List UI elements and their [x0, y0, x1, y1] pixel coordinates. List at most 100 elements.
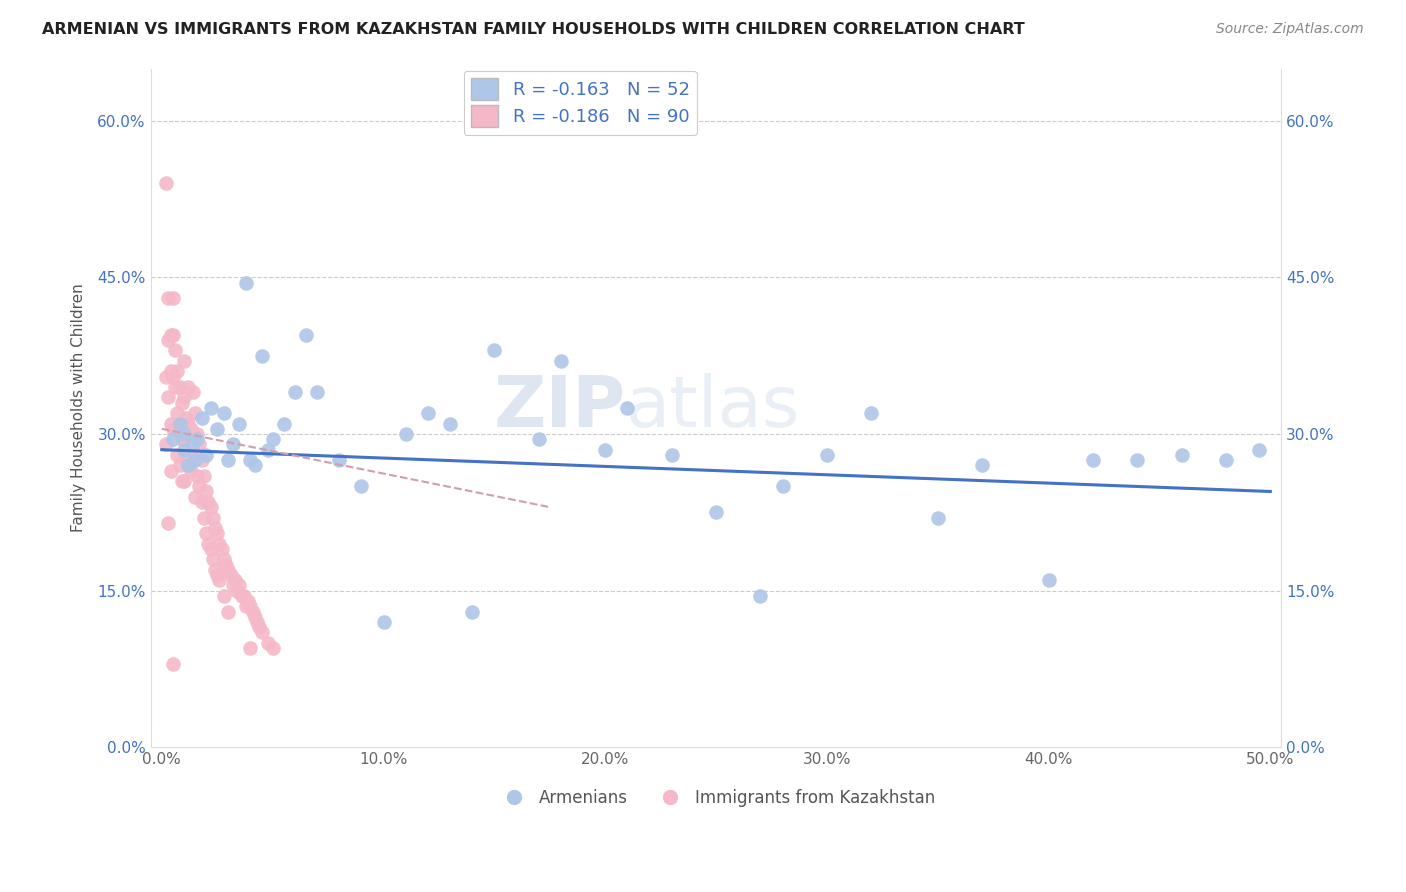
Point — [184, 490, 207, 504]
Point — [159, 464, 181, 478]
Point — [173, 391, 195, 405]
Point — [190, 411, 212, 425]
Point — [169, 417, 191, 431]
Point — [180, 464, 202, 478]
Point — [193, 510, 215, 524]
Point — [180, 422, 202, 436]
Point — [217, 563, 239, 577]
Point — [246, 615, 269, 629]
Point — [177, 458, 200, 473]
Point — [242, 605, 264, 619]
Point — [157, 391, 180, 405]
Point — [186, 432, 208, 446]
Point — [165, 343, 187, 358]
Point — [162, 369, 184, 384]
Point — [1249, 442, 1271, 457]
Point — [205, 568, 228, 582]
Point — [157, 516, 180, 530]
Point — [159, 417, 181, 431]
Point — [155, 369, 177, 384]
Point — [1081, 453, 1104, 467]
Point — [173, 427, 195, 442]
Point — [208, 574, 231, 588]
Point — [188, 437, 211, 451]
Point — [195, 448, 218, 462]
Point — [262, 641, 284, 656]
Point — [174, 411, 197, 425]
Point — [250, 625, 273, 640]
Point — [200, 541, 222, 556]
Point — [616, 401, 638, 415]
Point — [157, 333, 180, 347]
Point — [177, 458, 200, 473]
Point — [927, 510, 949, 524]
Point — [273, 417, 295, 431]
Point — [224, 574, 246, 588]
Point — [212, 589, 235, 603]
Point — [166, 364, 188, 378]
Point — [815, 448, 838, 462]
Point — [184, 448, 207, 462]
Text: ARMENIAN VS IMMIGRANTS FROM KAZAKHSTAN FAMILY HOUSEHOLDS WITH CHILDREN CORRELATI: ARMENIAN VS IMMIGRANTS FROM KAZAKHSTAN F… — [42, 22, 1025, 37]
Point — [204, 521, 226, 535]
Point — [247, 620, 270, 634]
Point — [186, 427, 208, 442]
Point — [211, 541, 233, 556]
Point — [188, 479, 211, 493]
Point — [186, 468, 208, 483]
Point — [193, 468, 215, 483]
Point — [166, 448, 188, 462]
Point — [162, 291, 184, 305]
Point — [484, 343, 506, 358]
Point — [155, 177, 177, 191]
Point — [1126, 453, 1149, 467]
Point — [226, 583, 249, 598]
Point — [174, 453, 197, 467]
Point — [527, 432, 550, 446]
Point — [159, 364, 181, 378]
Point — [184, 406, 207, 420]
Point — [162, 422, 184, 436]
Point — [328, 453, 350, 467]
Point — [749, 589, 772, 603]
Point — [215, 558, 238, 572]
Point — [235, 276, 257, 290]
Point — [200, 500, 222, 515]
Point — [257, 442, 280, 457]
Point — [243, 458, 266, 473]
Point — [166, 406, 188, 420]
Point — [181, 427, 204, 442]
Point — [217, 453, 239, 467]
Point — [1215, 453, 1237, 467]
Point — [284, 385, 307, 400]
Text: Source: ZipAtlas.com: Source: ZipAtlas.com — [1216, 22, 1364, 37]
Point — [173, 432, 195, 446]
Point — [184, 453, 207, 467]
Point — [262, 432, 284, 446]
Point — [239, 641, 262, 656]
Point — [170, 474, 193, 488]
Point — [212, 552, 235, 566]
Point — [416, 406, 439, 420]
Point — [231, 589, 253, 603]
Point — [1170, 448, 1192, 462]
Point — [165, 380, 187, 394]
Point — [257, 636, 280, 650]
Point — [235, 599, 257, 614]
Point — [222, 578, 245, 592]
Point — [173, 354, 195, 368]
Point — [228, 417, 250, 431]
Point — [295, 327, 318, 342]
Point — [772, 479, 794, 493]
Point — [162, 327, 184, 342]
Point — [157, 291, 180, 305]
Point — [201, 510, 224, 524]
Point — [250, 349, 273, 363]
Point — [170, 395, 193, 409]
Point — [305, 385, 328, 400]
Point — [972, 458, 994, 473]
Point — [201, 552, 224, 566]
Point — [169, 380, 191, 394]
Point — [181, 385, 204, 400]
Point — [162, 432, 184, 446]
